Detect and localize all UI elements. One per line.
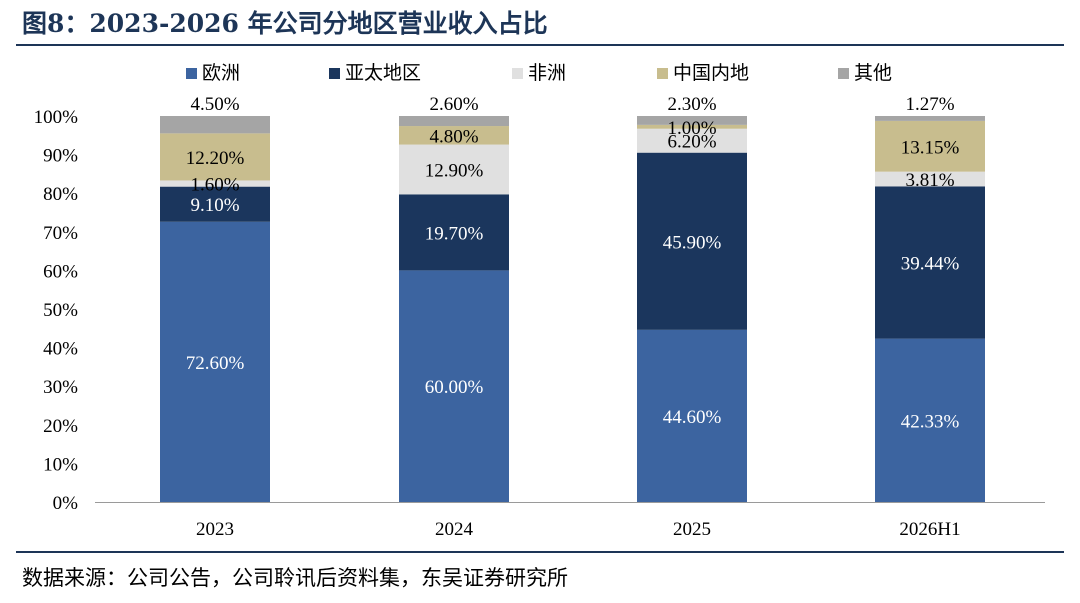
data-label: 12.90%: [425, 160, 484, 181]
bar-segment-2: [160, 186, 270, 222]
data-label: 13.15%: [901, 137, 960, 158]
bar-segment-1: [637, 329, 747, 502]
y-tick-label: 60%: [43, 261, 78, 282]
data-label: 45.90%: [663, 232, 722, 253]
bar-segment-3: [399, 144, 509, 195]
legend-label-3: 非洲: [528, 62, 566, 84]
y-tick-label: 70%: [43, 223, 78, 244]
data-label: 4.80%: [429, 126, 478, 147]
data-label: 44.60%: [663, 407, 722, 428]
legend-swatch-2: [329, 68, 340, 79]
bar-segment-3: [875, 171, 985, 187]
x-category-label: 2026H1: [899, 519, 960, 540]
x-category-label: 2024: [435, 519, 474, 540]
bar-segment-5: [399, 116, 509, 127]
data-label: 60.00%: [425, 377, 484, 398]
y-tick-label: 20%: [43, 416, 78, 437]
bar-segment-2: [399, 194, 509, 271]
data-label: 9.10%: [190, 195, 239, 216]
title-divider: [16, 44, 1064, 46]
data-label: 19.70%: [425, 223, 484, 244]
bar-segment-2: [637, 152, 747, 330]
y-tick-label: 30%: [43, 377, 78, 398]
legend-label-1: 欧洲: [202, 62, 240, 84]
y-tick-label: 50%: [43, 300, 78, 321]
bar-segment-4: [875, 120, 985, 172]
x-category-label: 2023: [196, 519, 234, 540]
bar-segment-4: [399, 126, 509, 145]
data-label: 2.30%: [667, 94, 716, 115]
bar-segment-2: [875, 186, 985, 339]
x-category-label: 2025: [673, 519, 711, 540]
bar-segment-5: [875, 116, 985, 121]
source-divider: [16, 551, 1064, 553]
legend-swatch-5: [838, 68, 849, 79]
data-label: 6.20%: [667, 132, 716, 153]
data-label: 4.50%: [190, 94, 239, 115]
bar-segment-1: [399, 270, 509, 502]
legend-label-5: 其他: [854, 62, 892, 84]
bar-segment-1: [875, 338, 985, 502]
data-label: 3.81%: [905, 170, 954, 191]
y-tick-label: 80%: [43, 184, 78, 205]
data-label: 2.60%: [429, 94, 478, 115]
stacked-bar-chart: 欧洲 亚太地区 非洲 中国内地 其他 0% 10% 20% 30% 40% 50% 60% 70% 80%…: [34, 62, 1045, 540]
bar-segment-5: [637, 116, 747, 125]
legend-label-4: 中国内地: [673, 62, 749, 84]
y-tick-label: 90%: [43, 146, 78, 167]
bar-segment-3: [637, 128, 747, 153]
bar-segment-5: [160, 116, 270, 134]
y-tick-label: 100%: [34, 107, 79, 128]
data-label: 1.00%: [667, 118, 716, 139]
bar-segment-3: [160, 180, 270, 187]
data-label: 72.60%: [186, 353, 245, 374]
legend-swatch-4: [657, 68, 668, 79]
data-label: 42.33%: [901, 411, 960, 432]
y-tick-label: 40%: [43, 339, 78, 360]
data-label: 12.20%: [186, 148, 245, 169]
y-tick-label: 10%: [43, 454, 78, 475]
data-label: 39.44%: [901, 253, 960, 274]
y-tick-label: 0%: [53, 493, 79, 514]
source-note: 数据来源：公司公告，公司聆讯后资料集，东吴证券研究所: [22, 566, 568, 590]
bar-segment-1: [160, 221, 270, 502]
bar-segment-4: [160, 133, 270, 181]
legend-swatch-1: [186, 68, 197, 79]
chart-title: 图8：2023-2026 年公司分地区营业收入占比: [22, 9, 548, 38]
bar-segment-4: [637, 124, 747, 129]
data-label: 1.27%: [905, 94, 954, 115]
data-label: 1.60%: [190, 175, 239, 196]
legend-label-2: 亚太地区: [345, 62, 421, 84]
legend-swatch-3: [512, 68, 523, 79]
